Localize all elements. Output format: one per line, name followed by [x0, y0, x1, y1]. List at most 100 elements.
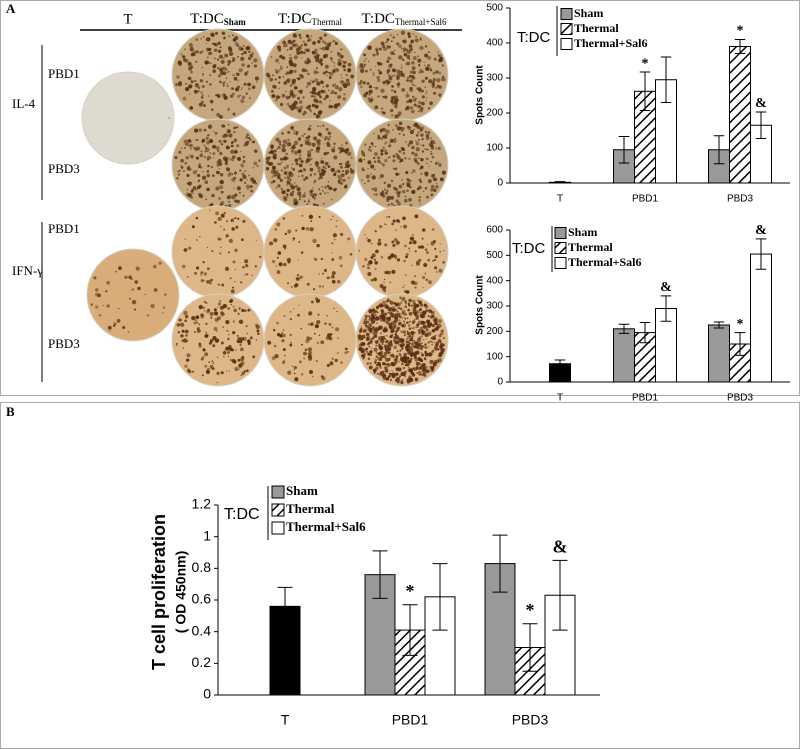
spot: [427, 55, 432, 60]
spot: [315, 114, 320, 119]
spot: [230, 218, 235, 222]
spot: [409, 320, 412, 323]
plates: [81, 28, 449, 387]
spot: [374, 361, 377, 364]
spot: [395, 367, 400, 372]
spot: [277, 184, 281, 188]
spot: [427, 341, 430, 344]
spot: [385, 313, 387, 316]
spot: [229, 277, 232, 280]
spot: [181, 264, 186, 269]
spot: [391, 353, 394, 356]
spot: [400, 30, 406, 35]
spot: [287, 229, 292, 234]
spot: [427, 315, 430, 318]
spot: [239, 343, 242, 347]
spot: [281, 56, 286, 60]
spot: [410, 75, 415, 79]
spot: [310, 322, 314, 326]
spot: [281, 132, 284, 135]
spot: [231, 87, 234, 90]
spot: [320, 257, 323, 261]
spot: [415, 342, 419, 346]
spot: [419, 128, 423, 132]
spot: [299, 143, 303, 148]
spot: [384, 369, 389, 373]
spot: [205, 331, 207, 334]
spot: [234, 248, 238, 252]
spot: [390, 95, 395, 100]
spot: [282, 333, 286, 338]
spot: [386, 70, 390, 74]
spot: [325, 92, 327, 94]
legend-swatch: [554, 242, 567, 254]
spot: [412, 124, 415, 127]
spot: [209, 83, 212, 86]
spot: [376, 352, 378, 355]
spot: [180, 53, 183, 56]
spot: [420, 303, 424, 307]
spot: [216, 112, 221, 117]
spot: [219, 42, 221, 44]
spot: [414, 313, 418, 317]
spot: [433, 347, 437, 351]
spot: [415, 304, 420, 308]
spot: [281, 339, 285, 343]
spot: [331, 274, 335, 279]
spot: [374, 268, 377, 270]
spot: [177, 61, 182, 66]
spot: [223, 124, 226, 126]
spot: [206, 56, 209, 59]
spot: [412, 234, 414, 236]
spot: [300, 160, 304, 164]
spot: [312, 238, 317, 244]
spot: [209, 338, 214, 343]
spot: [330, 57, 333, 60]
spot: [408, 157, 411, 160]
spot: [412, 56, 417, 61]
spot: [395, 372, 399, 376]
spot: [359, 80, 363, 83]
spot: [228, 70, 230, 73]
spot: [392, 159, 396, 163]
spot: [241, 95, 246, 100]
spot: [424, 272, 427, 275]
spot: [202, 170, 204, 173]
spot: [400, 301, 403, 304]
spot: [376, 322, 378, 325]
spot: [430, 140, 435, 145]
spot: [395, 152, 398, 155]
spot: [310, 95, 314, 98]
spot: [368, 85, 373, 89]
spot: [178, 150, 182, 154]
spot: [435, 70, 439, 74]
spot: [432, 79, 436, 82]
spot: [304, 69, 308, 73]
spot: [200, 274, 202, 276]
spot: [308, 313, 311, 316]
spot: [412, 299, 416, 304]
spot: [382, 111, 386, 115]
spot: [244, 181, 247, 184]
spot: [241, 308, 245, 313]
spot: [201, 84, 205, 88]
spot: [412, 70, 416, 75]
spot: [232, 320, 236, 323]
spot: [409, 88, 414, 93]
spot: [330, 333, 333, 336]
spot: [295, 162, 299, 166]
spot: [409, 346, 413, 349]
spot: [289, 147, 291, 150]
spot: [266, 161, 270, 165]
spot: [407, 336, 410, 339]
spot: [409, 338, 413, 342]
spot: [379, 128, 383, 132]
spot: [304, 139, 306, 142]
spot: [373, 193, 376, 196]
spot: [295, 130, 299, 135]
spot: [399, 343, 404, 348]
spot: [282, 40, 286, 45]
spot: [310, 173, 313, 176]
spot: [187, 76, 192, 81]
spot: [291, 185, 296, 190]
